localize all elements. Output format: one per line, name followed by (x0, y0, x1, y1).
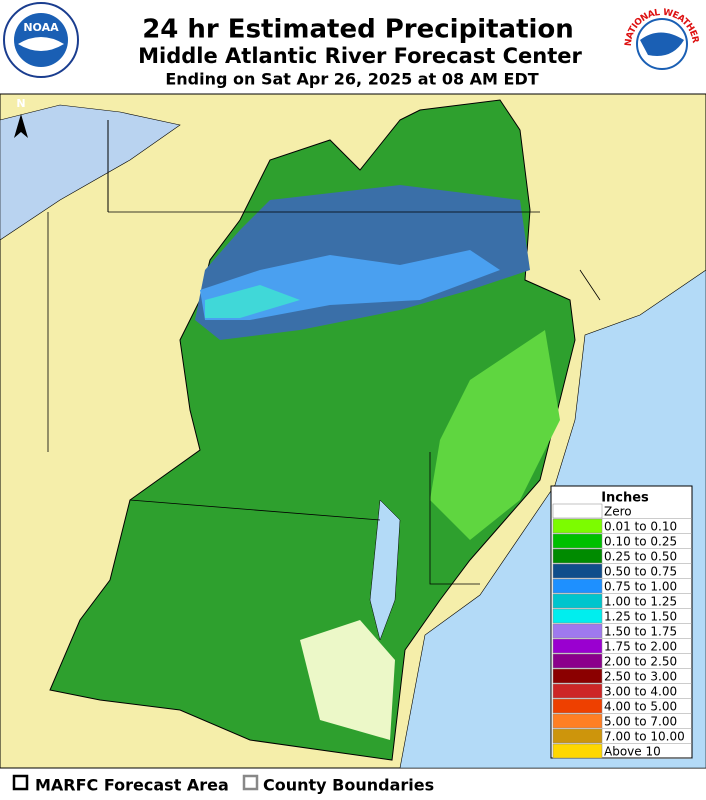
legend-label: 0.25 to 0.50 (604, 550, 677, 564)
legend-label: 2.50 to 3.00 (604, 670, 677, 684)
legend-swatch (552, 518, 603, 534)
subtitle: Middle Atlantic River Forecast Center (138, 44, 582, 68)
legend-swatch (552, 683, 603, 699)
legend-label: 1.50 to 1.75 (604, 625, 677, 639)
legend-label: 2.00 to 2.50 (604, 655, 677, 669)
legend-label: 3.00 to 4.00 (604, 685, 677, 699)
legend-swatch (552, 593, 603, 609)
legend-swatch (552, 548, 603, 564)
marfc-icon (12, 774, 29, 791)
legend-label: Above 10 (604, 745, 661, 759)
legend-swatch (552, 668, 603, 684)
legend-label: 7.00 to 10.00 (604, 730, 685, 744)
north-label: N (16, 97, 25, 110)
legend-label: 0.50 to 0.75 (604, 565, 677, 579)
legend-label: 4.00 to 5.00 (604, 700, 677, 714)
legend-swatch (552, 653, 603, 669)
dry-area (300, 620, 395, 740)
noaa-logo: NOAA (3, 2, 79, 78)
legend-label: 0.75 to 1.00 (604, 580, 677, 594)
legend-title: Inches (601, 491, 649, 506)
legend-swatch (552, 578, 603, 594)
footer-item: County Boundaries (263, 776, 434, 795)
lake (0, 104, 181, 241)
legend-swatch (552, 638, 603, 654)
bay (369, 499, 401, 641)
legend-label: Zero (604, 505, 632, 519)
legend-swatch (552, 608, 603, 624)
legend-swatch (552, 743, 603, 759)
legend-swatch (552, 728, 603, 744)
legend-label: 5.00 to 7.00 (604, 715, 677, 729)
legend-swatch (552, 503, 603, 519)
north-arrow (14, 114, 28, 138)
legend-label: 1.75 to 2.00 (604, 640, 677, 654)
date-line: Ending on Sat Apr 26, 2025 at 08 AM EDT (165, 70, 538, 89)
light-band (430, 330, 560, 540)
legend-label: 1.00 to 1.25 (604, 595, 677, 609)
legend-label: 1.25 to 1.50 (604, 610, 677, 624)
state-boundaries (47, 211, 601, 585)
legend-swatch (552, 713, 603, 729)
legend-swatch (552, 533, 603, 549)
legend-swatch (552, 563, 603, 579)
legend-label: 0.10 to 0.25 (604, 535, 677, 549)
noaa-text: NOAA (23, 21, 59, 34)
legend-swatch (552, 623, 603, 639)
legend-label: 0.01 to 0.10 (604, 520, 677, 534)
title: 24 hr Estimated Precipitation (142, 15, 574, 45)
footer-item: MARFC Forecast Area (35, 776, 229, 795)
county-icon (242, 774, 259, 791)
footer: MARFC Forecast Area County Boundaries (12, 774, 434, 795)
peak-band (205, 285, 300, 318)
legend-swatch (552, 698, 603, 714)
